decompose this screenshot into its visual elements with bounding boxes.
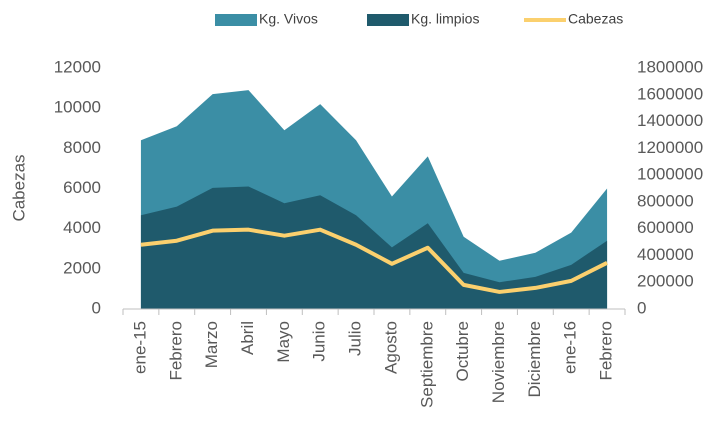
y2-tick-label: 1800000 <box>637 57 703 76</box>
x-tick-label: Abril <box>238 321 257 355</box>
y-tick-label: 2000 <box>63 258 101 277</box>
legend-label: Cabezas <box>568 11 623 27</box>
y2-tick-label: 200000 <box>637 272 694 291</box>
legend-swatch <box>367 14 409 26</box>
x-tick-label: Junio <box>310 321 329 362</box>
x-tick-label: Agosto <box>381 321 400 374</box>
y-tick-label: 8000 <box>63 138 101 157</box>
legend-label: Kg. Vivos <box>259 11 318 27</box>
y-tick-label: 0 <box>92 298 101 317</box>
x-tick-label: ene-15 <box>130 321 149 374</box>
x-tick-label: Noviembre <box>489 321 508 403</box>
y2-tick-label: 1000000 <box>637 165 703 184</box>
legend-label: Kg. limpios <box>411 11 479 27</box>
y2-tick-label: 1600000 <box>637 84 703 103</box>
x-tick-label: Septiembre <box>417 321 436 408</box>
y2-tick-label: 0 <box>637 298 646 317</box>
line <box>140 227 608 294</box>
x-tick-label: Febrero <box>166 321 185 381</box>
x-tick-label: Diciembre <box>525 321 544 398</box>
area <box>140 186 608 309</box>
x-tick-label: Febrero <box>597 321 616 381</box>
y-tick-label: 10000 <box>54 98 101 117</box>
x-tick-label: Julio <box>346 321 365 356</box>
x-tick-label: ene-16 <box>561 321 580 374</box>
x-tick-label: Marzo <box>202 321 221 368</box>
y2-tick-label: 600000 <box>637 218 694 237</box>
y-tick-label: 6000 <box>63 178 101 197</box>
y-tick-label: 12000 <box>54 57 101 76</box>
x-tick-label: Mayo <box>274 321 293 363</box>
y2-tick-label: 800000 <box>637 191 694 210</box>
y2-tick-label: 400000 <box>637 245 694 264</box>
legend-swatch <box>215 14 257 26</box>
x-tick-label: Octubre <box>453 321 472 381</box>
y2-tick-label: 1400000 <box>637 111 703 130</box>
y-axis-title: Cabezas <box>9 154 28 221</box>
y2-tick-label: 1200000 <box>637 138 703 157</box>
y-tick-label: 4000 <box>63 218 101 237</box>
